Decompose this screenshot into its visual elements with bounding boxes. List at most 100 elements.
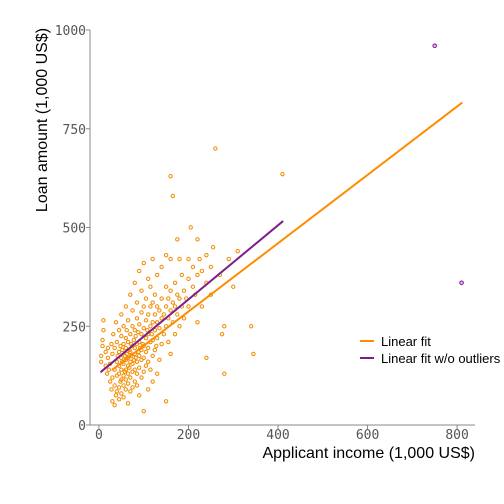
data-point xyxy=(110,388,113,391)
data-point xyxy=(144,336,147,339)
data-point xyxy=(138,323,141,326)
data-point xyxy=(140,289,143,292)
data-point xyxy=(99,360,102,363)
data-point xyxy=(101,344,104,347)
data-point xyxy=(115,390,118,393)
data-point xyxy=(171,194,174,197)
data-point xyxy=(105,372,108,375)
data-point xyxy=(160,342,163,345)
data-point xyxy=(112,332,115,335)
data-point xyxy=(126,402,129,405)
legend-label-linear-fit: Linear fit xyxy=(381,334,431,349)
data-point xyxy=(196,273,199,276)
data-point xyxy=(131,362,134,365)
data-point xyxy=(124,305,127,308)
data-point xyxy=(281,172,284,175)
data-point xyxy=(162,332,165,335)
data-point xyxy=(126,319,129,322)
data-point xyxy=(120,313,123,316)
data-point xyxy=(169,309,172,312)
data-point xyxy=(140,311,143,314)
data-point xyxy=(146,346,149,349)
data-point xyxy=(111,376,114,379)
data-point xyxy=(164,253,167,256)
data-point xyxy=(107,368,110,371)
data-point xyxy=(176,293,179,296)
data-point xyxy=(189,226,192,229)
data-point xyxy=(142,356,145,359)
data-point xyxy=(151,354,154,357)
data-point xyxy=(200,305,203,308)
data-point xyxy=(169,257,172,260)
x-tick-label: 600 xyxy=(356,428,379,443)
data-point xyxy=(149,325,152,328)
x-ticks: 0 200 400 600 800 xyxy=(95,425,469,443)
data-point xyxy=(114,394,117,397)
data-point xyxy=(126,372,129,375)
data-point xyxy=(113,404,116,407)
data-point xyxy=(138,394,141,397)
data-point xyxy=(126,382,129,385)
y-tick-label: 250 xyxy=(63,320,86,335)
data-point xyxy=(131,325,134,328)
data-point xyxy=(129,376,132,379)
data-point xyxy=(133,380,136,383)
y-tick-label: 750 xyxy=(63,123,86,138)
data-point xyxy=(220,332,223,335)
data-point xyxy=(114,321,117,324)
data-point xyxy=(110,342,113,345)
data-point xyxy=(167,297,170,300)
y-tick-label: 0 xyxy=(78,419,86,434)
data-point xyxy=(120,392,123,395)
data-point xyxy=(155,372,158,375)
y-axis-title: Loan amount (1,000 US$) xyxy=(34,28,51,212)
data-point xyxy=(135,384,138,387)
linear-fit-line xyxy=(112,103,461,370)
data-point xyxy=(142,305,145,308)
data-point xyxy=(151,257,154,260)
data-point xyxy=(151,301,154,304)
outlier-point xyxy=(460,281,464,285)
data-point xyxy=(122,396,125,399)
data-point xyxy=(150,332,153,335)
data-point xyxy=(178,257,181,260)
data-point xyxy=(122,374,125,377)
data-point xyxy=(135,317,138,320)
data-point xyxy=(113,346,116,349)
y-ticks: 0 250 500 750 1000 xyxy=(55,24,90,434)
data-point xyxy=(144,319,147,322)
data-point xyxy=(176,313,179,316)
data-point xyxy=(167,340,170,343)
data-point xyxy=(129,390,132,393)
data-point xyxy=(146,277,149,280)
data-point xyxy=(106,356,109,359)
data-point xyxy=(211,246,214,249)
data-point xyxy=(122,325,125,328)
data-point xyxy=(196,321,199,324)
data-point xyxy=(131,386,134,389)
data-point xyxy=(144,297,147,300)
data-point xyxy=(101,338,104,341)
data-point xyxy=(142,261,145,264)
outlier-points xyxy=(433,44,463,285)
data-point xyxy=(146,313,149,316)
data-points xyxy=(99,147,284,413)
data-point xyxy=(164,400,167,403)
data-point xyxy=(102,329,105,332)
data-point xyxy=(135,301,138,304)
data-point xyxy=(106,346,109,349)
data-point xyxy=(144,364,147,367)
data-point xyxy=(158,309,161,312)
data-point xyxy=(173,305,176,308)
data-point xyxy=(144,350,147,353)
data-point xyxy=(113,384,116,387)
data-point xyxy=(124,336,127,339)
data-point xyxy=(142,409,145,412)
data-point xyxy=(232,285,235,288)
data-point xyxy=(138,354,141,357)
legend: Linear fit Linear fit w/o outliers xyxy=(360,334,501,366)
data-point xyxy=(160,265,163,268)
data-point xyxy=(146,360,149,363)
data-point xyxy=(164,305,167,308)
